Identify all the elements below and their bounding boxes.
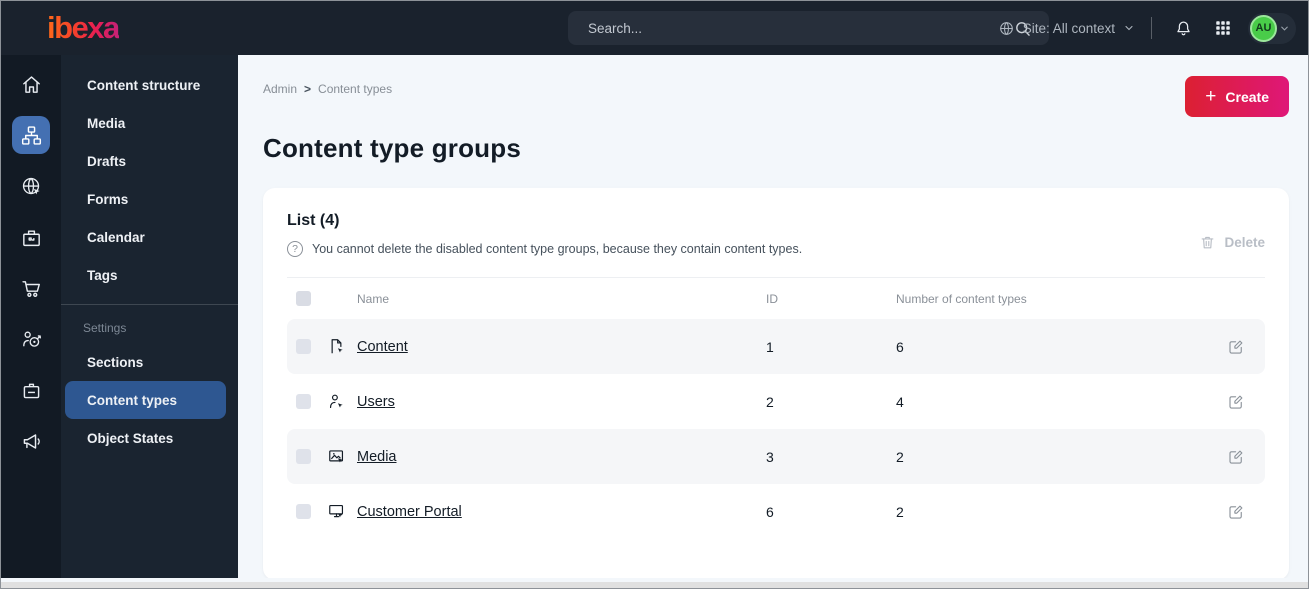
rail-item-content[interactable] (12, 116, 50, 154)
sidebar-item-object-states[interactable]: Object States (87, 430, 174, 446)
breadcrumb-admin[interactable]: Admin (263, 82, 298, 96)
rail-item-customers[interactable] (12, 320, 50, 358)
badge-icon (20, 379, 43, 402)
global-search (568, 11, 1049, 45)
settings-heading: Settings (83, 321, 127, 335)
group-link[interactable]: Media (357, 448, 397, 465)
group-id: 2 (766, 393, 774, 410)
table-row: Media 3 2 (287, 429, 1265, 484)
sidebar-item-forms[interactable]: Forms (87, 191, 129, 207)
trash-icon (1199, 234, 1216, 251)
content-type-groups-card: List (4) ? You cannot delete the disable… (263, 188, 1289, 578)
rail-item-commerce[interactable] (12, 269, 50, 307)
chevron-down-icon (1123, 22, 1135, 34)
content-type-groups-table: Name ID Number of content types Content (287, 277, 1265, 539)
grid-icon[interactable] (1208, 13, 1238, 43)
select-all-checkbox[interactable] (296, 291, 311, 306)
group-id: 1 (766, 338, 774, 355)
topbar: ibexa Site: All context (1, 1, 1308, 55)
row-checkbox[interactable] (296, 504, 311, 519)
site-context-label: Site: All context (1022, 20, 1115, 36)
group-count: 4 (896, 393, 904, 410)
topbar-controls: Site: All context (998, 1, 1296, 55)
users-person-icon (327, 392, 357, 411)
sidebar-divider (61, 304, 238, 305)
breadcrumb-separator: > (304, 82, 312, 96)
group-id: 3 (766, 448, 774, 465)
sidebar-item-tags[interactable]: Tags (87, 267, 118, 283)
edit-icon[interactable] (1221, 332, 1251, 362)
sidebar-item-content-types[interactable]: Content types (65, 381, 226, 419)
sidebar-item-calendar[interactable]: Calendar (87, 229, 145, 245)
chevron-down-icon (1279, 23, 1290, 34)
search-icon[interactable] (1007, 13, 1037, 43)
sidebar-item-media[interactable]: Media (87, 115, 126, 131)
sidebar-item-sections[interactable]: Sections (87, 354, 144, 370)
delete-button[interactable]: Delete (1199, 234, 1265, 251)
edit-icon[interactable] (1221, 497, 1251, 527)
table-header-row: Name ID Number of content types (287, 277, 1265, 319)
group-link[interactable]: Customer Portal (357, 503, 462, 520)
site-context-selector[interactable]: Site: All context (998, 20, 1135, 37)
content-file-icon (327, 337, 357, 356)
ibexa-logo[interactable]: ibexa (47, 10, 120, 45)
sidebar-rail (1, 55, 61, 578)
rail-item-corporate[interactable] (12, 371, 50, 409)
group-count: 2 (896, 503, 904, 520)
globe-icon (998, 20, 1015, 37)
help-text: You cannot delete the disabled content t… (312, 242, 803, 256)
row-checkbox[interactable] (296, 339, 311, 354)
window-bottom-edge (1, 582, 1308, 588)
edit-icon[interactable] (1221, 442, 1251, 472)
sidebar-item-drafts[interactable]: Drafts (87, 153, 127, 169)
cart-icon (20, 277, 43, 300)
user-menu[interactable]: AU (1248, 12, 1296, 44)
globe-cursor-icon (20, 175, 43, 198)
column-header-id: ID (766, 291, 778, 306)
rail-item-dashboard[interactable] (12, 65, 50, 103)
bell-icon[interactable] (1168, 13, 1198, 43)
column-header-name: Name (357, 291, 390, 306)
main-content: Admin > Content types + Create Content t… (238, 55, 1308, 578)
group-count: 2 (896, 448, 904, 465)
table-row: Customer Portal 6 2 (287, 484, 1265, 539)
table-row: Content 1 6 (287, 319, 1265, 374)
plus-icon: + (1205, 86, 1217, 107)
group-count: 6 (896, 338, 904, 355)
rail-item-product-catalog[interactable] (12, 218, 50, 256)
sitemap-icon (20, 124, 43, 147)
row-checkbox[interactable] (296, 394, 311, 409)
box-icon (20, 226, 43, 249)
breadcrumb-content-types: Content types (318, 82, 393, 96)
megaphone-icon (20, 430, 43, 453)
list-heading: List (4) (287, 212, 340, 229)
create-button[interactable]: + Create (1185, 76, 1289, 117)
sidebar-menu: Content structure Media Drafts Forms Cal… (61, 55, 238, 578)
column-header-count: Number of content types (896, 291, 1027, 306)
sidebar-item-content-structure[interactable]: Content structure (87, 77, 201, 93)
home-icon (20, 73, 43, 96)
portal-monitor-icon (327, 502, 357, 521)
page-title: Content type groups (263, 133, 522, 163)
person-target-icon (20, 328, 43, 351)
rail-item-marketing[interactable] (12, 422, 50, 460)
table-row: Users 2 4 (287, 374, 1265, 429)
rail-item-site[interactable] (12, 167, 50, 205)
group-link[interactable]: Content (357, 338, 408, 355)
question-circle-icon: ? (287, 241, 303, 257)
search-input[interactable] (588, 20, 1007, 36)
group-link[interactable]: Users (357, 393, 395, 410)
breadcrumb: Admin > Content types (263, 76, 392, 96)
row-checkbox[interactable] (296, 449, 311, 464)
media-image-icon (327, 447, 357, 466)
help-row: ? You cannot delete the disabled content… (287, 241, 802, 257)
topbar-divider (1151, 17, 1152, 39)
avatar: AU (1250, 14, 1277, 42)
edit-icon[interactable] (1221, 387, 1251, 417)
group-id: 6 (766, 503, 774, 520)
